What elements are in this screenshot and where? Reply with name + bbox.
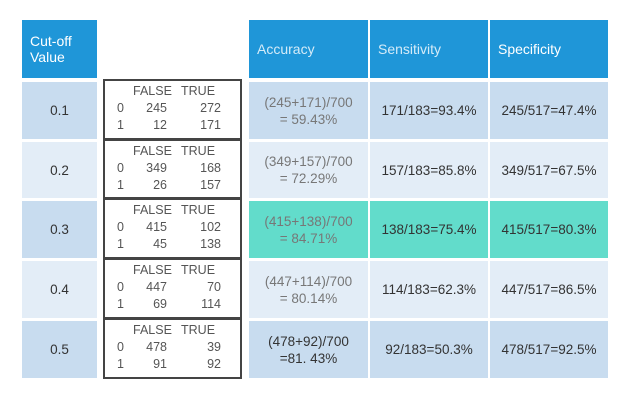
- matrix-count: 39: [207, 340, 221, 354]
- matrix-row-label: 1: [117, 178, 124, 192]
- specificity-cell: 349/517=67.5%: [490, 142, 608, 198]
- matrix-count: 91: [153, 357, 167, 371]
- matrix-count: 138: [200, 237, 221, 251]
- matrix-row-label: 0: [117, 340, 124, 354]
- accuracy-cell: (415+138)/700 = 84.71%: [249, 201, 368, 258]
- accuracy-cell: (478+92)/700 =81. 43%: [249, 321, 368, 378]
- matrix-count: 447: [146, 280, 167, 294]
- cutoff-cell: 0.1: [22, 82, 97, 139]
- matrix-count: 69: [153, 297, 167, 311]
- accuracy-line: = 72.29%: [279, 171, 338, 186]
- matrix-row-label: 1: [117, 237, 124, 251]
- accuracy-header: Accuracy: [249, 20, 368, 78]
- matrix-count: 415: [146, 220, 167, 234]
- accuracy-cell: (245+171)/700 = 59.43%: [249, 82, 368, 139]
- matrix-row-label: 0: [117, 101, 124, 115]
- matrix-count: 157: [200, 178, 221, 192]
- matrix-row-label: 1: [117, 297, 124, 311]
- confusion-matrix: FALSE TRUE 0 415 102 1 45 138: [103, 198, 242, 259]
- matrix-count: 171: [200, 118, 221, 132]
- accuracy-line: (245+171)/700: [264, 94, 353, 110]
- accuracy-line: = 59.43%: [279, 111, 338, 127]
- specificity-cell: 447/517=86.5%: [490, 261, 608, 318]
- matrix-count: 45: [153, 237, 167, 251]
- sensitivity-cell: 157/183=85.8%: [370, 142, 488, 198]
- accuracy-line: = 84.71%: [279, 230, 338, 246]
- accuracy-line: (415+138)/700: [264, 213, 353, 229]
- matrix-count: 349: [146, 161, 167, 175]
- matrix-col-label: FALSE: [133, 84, 172, 98]
- cutoff-cell: 0.3: [22, 201, 97, 258]
- accuracy-cell: (447+114)/700 = 80.14%: [249, 261, 368, 318]
- sensitivity-header: Sensitivity: [370, 20, 488, 78]
- cutoff-cell: 0.2: [22, 142, 97, 198]
- matrix-count: 102: [200, 220, 221, 234]
- accuracy-line: (478+92)/700: [268, 333, 349, 349]
- accuracy-line: (447+114)/700: [264, 273, 353, 289]
- specificity-cell: 415/517=80.3%: [490, 201, 608, 258]
- matrix-col-label: TRUE: [181, 203, 216, 217]
- matrix-col-label: TRUE: [181, 144, 216, 158]
- matrix-col-label: FALSE: [133, 263, 172, 277]
- matrix-count: 478: [146, 340, 167, 354]
- accuracy-cell: (349+157)/700 = 72.29%: [249, 142, 368, 198]
- matrix-count: 92: [207, 357, 221, 371]
- matrix-col-label: TRUE: [181, 263, 216, 277]
- matrix-col-label: FALSE: [133, 203, 172, 217]
- matrix-row-label: 0: [117, 161, 124, 175]
- specificity-cell: 245/517=47.4%: [490, 82, 608, 139]
- matrix-count: 70: [207, 280, 221, 294]
- matrix-count: 272: [200, 101, 221, 115]
- matrix-col-label: FALSE: [133, 323, 172, 337]
- matrix-row-label: 1: [117, 357, 124, 371]
- confusion-matrix: FALSE TRUE 0 478 39 1 91 92: [103, 318, 242, 379]
- matrix-col-label: TRUE: [181, 84, 216, 98]
- specificity-cell: 478/517=92.5%: [490, 321, 608, 378]
- confusion-matrix: FALSE TRUE 0 447 70 1 69 114: [103, 258, 242, 319]
- sensitivity-cell: 138/183=75.4%: [370, 201, 488, 258]
- sensitivity-cell: 92/183=50.3%: [370, 321, 488, 378]
- matrix-count: 12: [153, 118, 167, 132]
- accuracy-line: = 80.14%: [279, 290, 338, 306]
- confusion-matrix: FALSE TRUE 0 245 272 1 12 171: [103, 79, 242, 140]
- sensitivity-cell: 114/183=62.3%: [370, 261, 488, 318]
- matrix-count: 168: [200, 161, 221, 175]
- matrix-count: 245: [146, 101, 167, 115]
- matrix-row-label: 0: [117, 280, 124, 294]
- matrix-col-label: FALSE: [133, 144, 172, 158]
- cutoff-cell: 0.4: [22, 261, 97, 318]
- cutoff-cell: 0.5: [22, 321, 97, 378]
- specificity-header: Specificity: [490, 20, 608, 78]
- matrix-col-label: TRUE: [181, 323, 216, 337]
- matrix-count: 26: [153, 178, 167, 192]
- matrix-count: 114: [201, 297, 221, 311]
- matrix-row-label: 0: [117, 220, 124, 234]
- accuracy-line: =81. 43%: [279, 350, 338, 366]
- sensitivity-cell: 171/183=93.4%: [370, 82, 488, 139]
- matrix-row-label: 1: [117, 118, 124, 132]
- cutoff-header: Cut-off Value: [22, 20, 97, 78]
- confusion-matrix: FALSE TRUE 0 349 168 1 26 157: [103, 139, 242, 199]
- accuracy-line: (349+157)/700: [264, 154, 353, 169]
